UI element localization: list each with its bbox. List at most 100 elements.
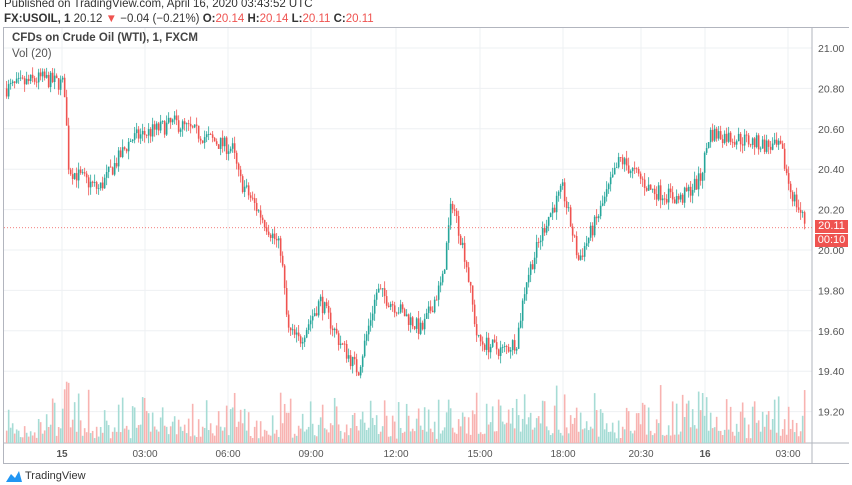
candle-body [501,347,504,348]
chart-frame[interactable] [3,27,849,464]
volume-bar [431,432,434,443]
candle-body [61,77,64,80]
candle-body [293,329,296,335]
volume-bar [789,428,792,443]
candle-body [487,337,490,353]
candle-body [431,310,434,313]
candle-body [239,169,242,177]
candle-body [391,304,394,306]
volume-bar [543,401,546,443]
volume-bar [339,430,342,443]
volume-bar [503,424,506,443]
x-tick-label: 03:00 [775,449,800,460]
candle-body [269,234,272,238]
volume-bar [803,390,806,443]
candle-body [585,243,588,247]
volume-bar [65,381,68,443]
volume-bar [765,414,768,443]
volume-bar [749,438,752,443]
candle-body [661,198,664,201]
candle-body [803,212,806,224]
volume-bar [737,431,740,443]
candle-body [283,265,286,289]
volume-bar [571,423,574,443]
candle-body [621,157,624,165]
x-tick-label: 03:00 [132,449,157,460]
y-tick-label: 19.20 [818,407,844,419]
candle-body [641,178,644,180]
volume-bar [141,397,144,443]
price-change: −0.04 (−0.21%) [120,13,200,25]
volume-bar [591,428,594,443]
candle-body [133,133,136,140]
volume-bar [393,421,396,443]
candle-body [247,185,250,196]
volume-bar [387,436,390,443]
volume-bar [111,431,114,443]
candle-body [397,312,400,314]
volume-bar [687,400,690,443]
candle-body [415,318,418,329]
volume-bar [13,433,16,443]
candle-body [115,163,118,167]
candle-body [405,314,408,317]
volume-bar [533,427,536,443]
volume-bar [383,400,386,443]
volume-bar [379,431,382,443]
volume-bar [427,409,430,443]
volume-bar [605,423,608,443]
x-tick-label: 16 [699,449,711,460]
candle-body [417,318,420,334]
candle-body [75,173,78,181]
candle-body [507,346,510,352]
open-label: O: [202,13,216,25]
volume-bar [345,424,348,443]
candle-body [335,328,338,334]
candle-body [683,187,686,203]
volume-bar [179,426,182,443]
candle-body [693,178,696,191]
volume-bar [67,382,70,443]
candle-body [543,228,546,233]
y-tick-label: 20.60 [818,124,844,136]
volume-bar [77,393,80,443]
candle-body [519,320,522,328]
candle-body [263,220,266,228]
candle-body [757,135,760,150]
candle-body [755,135,758,148]
candle-body [23,78,26,85]
candle-body [209,134,212,135]
volume-bar [397,402,400,443]
volume-bar [709,412,712,443]
volume-bar [19,437,22,443]
candle-body [609,177,612,185]
volume-bar [459,426,462,443]
volume-bar [667,425,670,443]
volume-bar [359,419,362,443]
volume-bar [585,421,588,443]
candle-body [7,84,10,97]
volume-bar [251,437,254,443]
candle-body [707,142,710,149]
volume-bar [777,396,780,443]
candle-body [531,264,534,270]
candle-body [611,174,614,178]
candle-body [129,141,132,142]
y-tick-label: 19.60 [818,326,844,338]
volume-bar [713,427,716,443]
volume-bar [489,422,492,443]
candle-body [367,325,370,335]
candle-body [273,233,276,239]
y-tick-label: 21.00 [818,43,844,55]
tradingview-logo: TradingView [6,470,86,482]
candle-body [241,176,244,192]
candle-body [307,324,310,330]
volume-bar [391,415,394,443]
x-tick-label: 18:00 [550,449,575,460]
volume-bar [455,433,458,443]
candle-body [767,140,770,147]
volume-bar [609,431,612,443]
candle-body [769,146,772,150]
volume-bar [59,428,62,443]
